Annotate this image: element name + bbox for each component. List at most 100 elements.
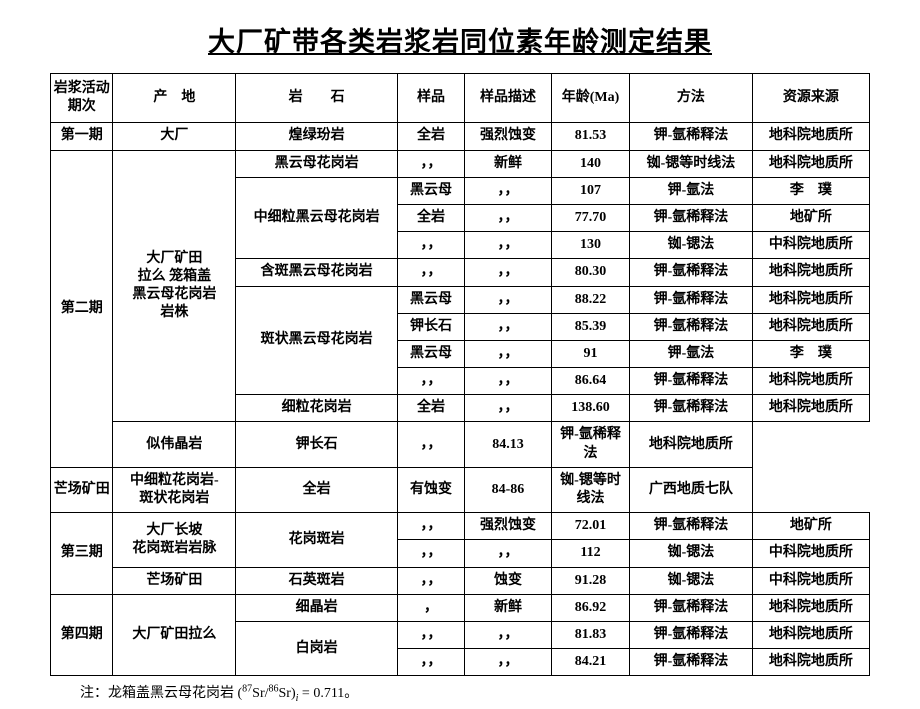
table-cell: ，， [398,513,465,540]
table-cell: 130 [551,232,629,259]
table-cell: ，， [464,177,551,204]
table-cell: 大厂矿田拉么 笼箱盖黑云母花岗岩岩株 [113,150,236,422]
col-header: 样品 [398,74,465,123]
table-cell: 黑云母花岗岩 [236,150,398,177]
footnote: 注：龙箱盖黑云母花岗岩 (87Sr/86Sr)i = 0.711。 [50,682,870,704]
table-cell: 石英斑岩 [236,567,398,594]
table-cell: 钾-氩稀释法 [630,204,753,231]
table-cell: 84-86 [464,467,551,512]
table-cell: 强烈蚀变 [464,123,551,150]
table-cell: 地科院地质所 [752,395,869,422]
table-cell: 81.53 [551,123,629,150]
table-cell: 新鲜 [464,594,551,621]
col-header: 产 地 [113,74,236,123]
table-cell: 芒场矿田 [113,567,236,594]
table-cell: 大厂矿田拉么 [113,594,236,676]
table-cell: 140 [551,150,629,177]
table-cell: 77.70 [551,204,629,231]
table-cell: 84.13 [464,422,551,467]
table-cell: 黑云母 [398,177,465,204]
table-cell: 91 [551,340,629,367]
table-cell: 钾-氩稀释法 [630,395,753,422]
table-cell: 白岗岩 [236,621,398,675]
header-row: 岩浆活动期次 产 地 岩 石 样品 样品描述 年龄(Ma) 方法 资源来源 [51,74,870,123]
table-cell: 72.01 [551,513,629,540]
table-cell: 第一期 [51,123,113,150]
table-cell: 钾长石 [236,422,398,467]
table-cell: 钾-氩稀释法 [630,368,753,395]
table-cell: 钾-氩法 [630,340,753,367]
table-cell: 铷-锶等时线法 [630,150,753,177]
table-cell: ，， [398,368,465,395]
table-row: 第四期大厂矿田拉么细晶岩，新鲜86.92钾-氩稀释法地科院地质所 [51,594,870,621]
table-cell: 钾-氩稀释法 [630,513,753,540]
table-cell: 钾-氩稀释法 [551,422,629,467]
table-cell: ，， [464,621,551,648]
table-cell: 钾-氩稀释法 [630,286,753,313]
table-cell: 钾长石 [398,313,465,340]
table-cell: 花岗斑岩 [236,513,398,567]
table-cell: 地科院地质所 [630,422,753,467]
table-row: 第一期大厂煌绿玢岩全岩强烈蚀变81.53钾-氩稀释法地科院地质所 [51,123,870,150]
table-cell: 107 [551,177,629,204]
table-cell: 地科院地质所 [752,368,869,395]
table-cell: 细晶岩 [236,594,398,621]
table-cell: 地科院地质所 [752,150,869,177]
table-cell: 钾-氩稀释法 [630,259,753,286]
table-cell: ，， [398,150,465,177]
results-table: 岩浆活动期次 产 地 岩 石 样品 样品描述 年龄(Ma) 方法 资源来源 第一… [50,73,870,676]
table-cell: 地科院地质所 [752,649,869,676]
table-cell: 铷-锶法 [630,232,753,259]
table-cell: 中细粒黑云母花岗岩 [236,177,398,259]
table-cell: ，， [398,567,465,594]
table-cell: ，， [464,313,551,340]
table-cell: 中科院地质所 [752,567,869,594]
table-body: 第一期大厂煌绿玢岩全岩强烈蚀变81.53钾-氩稀释法地科院地质所第二期大厂矿田拉… [51,123,870,676]
table-cell: 细粒花岗岩 [236,395,398,422]
table-cell: 112 [551,540,629,567]
col-header: 岩浆活动期次 [51,74,113,123]
table-cell: 蚀变 [464,567,551,594]
table-cell: 中细粒花岗岩-斑状花岗岩 [113,467,236,512]
table-cell: 钾-氩法 [630,177,753,204]
table-cell: 钾-氩稀释法 [630,621,753,648]
table-cell: 钾-氩稀释法 [630,313,753,340]
table-cell: 铷-锶等时线法 [551,467,629,512]
col-header: 资源来源 [752,74,869,123]
table-cell: ，， [464,368,551,395]
table-cell: ，， [464,340,551,367]
table-row: 似伟晶岩钾长石，，84.13钾-氩稀释法地科院地质所 [51,422,870,467]
table-cell: 地科院地质所 [752,594,869,621]
table-cell: 第三期 [51,513,113,595]
table-cell: 全岩 [398,395,465,422]
table-cell: 中科院地质所 [752,232,869,259]
table-cell: 91.28 [551,567,629,594]
table-cell: 钾-氩稀释法 [630,594,753,621]
table-cell: ，， [464,232,551,259]
table-cell: ，， [464,259,551,286]
table-cell: 86.92 [551,594,629,621]
table-cell: ，， [398,232,465,259]
table-cell: ，， [464,286,551,313]
table-cell: 新鲜 [464,150,551,177]
table-cell: ，， [398,259,465,286]
table-row: 第二期大厂矿田拉么 笼箱盖黑云母花岗岩岩株黑云母花岗岩，，新鲜140铷-锶等时线… [51,150,870,177]
table-cell: 煌绿玢岩 [236,123,398,150]
table-cell: 地科院地质所 [752,621,869,648]
col-header: 年龄(Ma) [551,74,629,123]
table-cell: 全岩 [398,123,465,150]
table-cell: 黑云母 [398,340,465,367]
table-cell: 地科院地质所 [752,286,869,313]
table-cell: ，， [398,540,465,567]
page-title: 大厂矿带各类岩浆岩同位素年龄测定结果 [50,20,870,59]
table-cell: 大厂 [113,123,236,150]
table-cell: ，， [398,422,465,467]
table-cell: 似伟晶岩 [113,422,236,467]
table-cell: 88.22 [551,286,629,313]
table-cell: 有蚀变 [398,467,465,512]
table-cell: 地科院地质所 [752,123,869,150]
col-header: 样品描述 [464,74,551,123]
table-cell: 钾-氩稀释法 [630,123,753,150]
table-cell: 芒场矿田 [51,467,113,512]
table-cell: ，， [398,621,465,648]
